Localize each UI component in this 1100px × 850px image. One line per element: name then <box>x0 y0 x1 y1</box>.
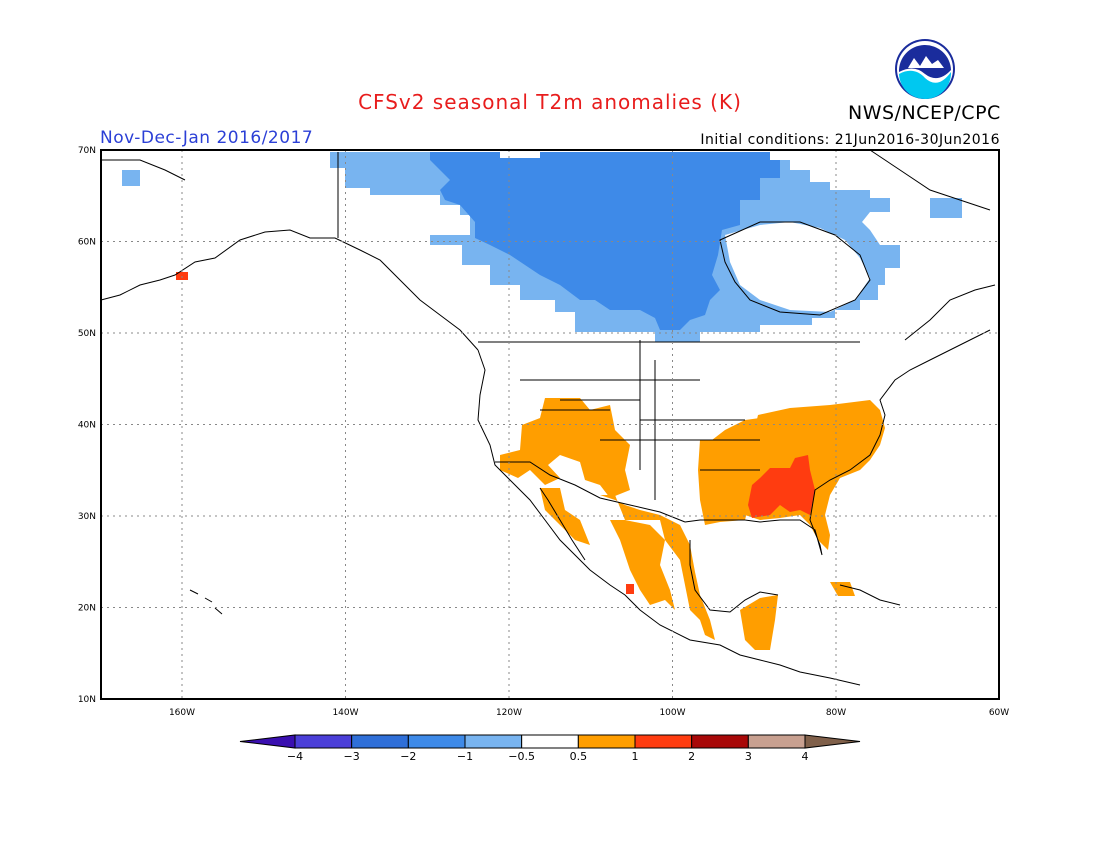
warm-anomaly-southeast <box>745 400 885 550</box>
longitude-label: 100W <box>659 708 685 718</box>
legend-label: −4 <box>287 750 303 763</box>
longitude-label: 60W <box>989 708 1009 718</box>
legend-label: 4 <box>802 750 809 763</box>
hot-anomaly-gulf <box>748 455 815 518</box>
legend-swatch <box>691 734 749 749</box>
graticule <box>101 150 999 699</box>
longitude-label: 140W <box>332 708 358 718</box>
warm-anomaly-west <box>500 398 855 650</box>
legend-swatch <box>351 734 409 749</box>
latitude-label: 30N <box>78 512 96 522</box>
longitude-labels: 160W 140W 120W 100W 80W 60W <box>169 708 1009 718</box>
color-legend <box>239 734 861 749</box>
legend-label: −0.5 <box>508 750 535 763</box>
legend-swatch <box>521 734 579 749</box>
plot-border <box>100 149 1000 700</box>
period-label: Nov-Dec-Jan 2016/2017 <box>100 128 314 148</box>
legend-label: −2 <box>400 750 416 763</box>
legend-label: 3 <box>745 750 752 763</box>
legend-swatch <box>407 734 466 749</box>
legend-swatch <box>464 734 523 749</box>
legend-arrow-high <box>804 734 861 749</box>
map-title: CFSv2 seasonal T2m anomalies (K) <box>358 90 742 114</box>
longitude-label: 160W <box>169 708 195 718</box>
initial-conditions-label: Initial conditions: 21Jun2016-30Jun2016 <box>700 132 1000 148</box>
coastlines <box>100 149 996 686</box>
legend-label: 1 <box>632 750 639 763</box>
latitude-label: 40N <box>78 421 96 431</box>
longitude-label: 120W <box>496 708 522 718</box>
latitude-labels: 70N 60N 50N 40N 30N 20N 10N <box>78 146 96 705</box>
latitude-label: 60N <box>78 238 96 248</box>
latitude-label: 50N <box>78 329 96 339</box>
legend-label: 2 <box>688 750 695 763</box>
legend-swatch <box>634 734 693 749</box>
noaa-logo-icon <box>895 39 955 100</box>
color-legend-labels: −4 −3 −2 −1 −0.5 0.5 1 2 3 4 <box>287 750 809 763</box>
longitude-label: 80W <box>826 708 846 718</box>
latitude-label: 20N <box>78 604 96 614</box>
latitude-label: 10N <box>78 695 96 705</box>
legend-swatch <box>747 734 806 749</box>
legend-swatch <box>577 734 636 749</box>
latitude-label: 70N <box>78 146 96 156</box>
agency-label: NWS/NCEP/CPC <box>848 102 1001 124</box>
legend-label: −1 <box>457 750 473 763</box>
legend-swatch <box>294 734 353 749</box>
legend-label: −3 <box>344 750 360 763</box>
anomaly-fields <box>120 152 962 650</box>
legend-label: 0.5 <box>570 750 588 763</box>
legend-arrow-low <box>239 734 296 749</box>
